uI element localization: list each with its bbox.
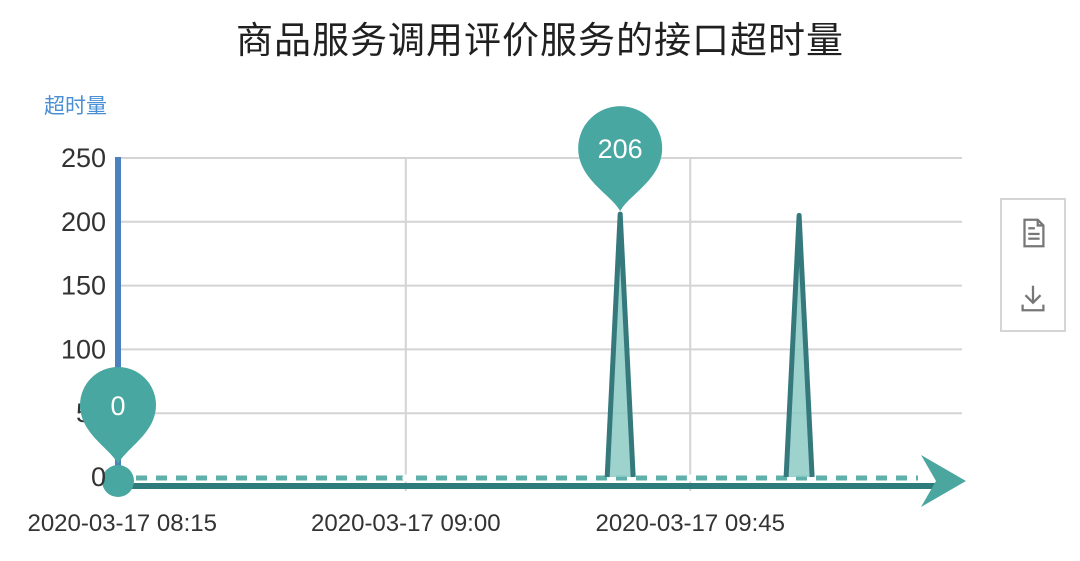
y-axis-tick-labels: 050100150200250 bbox=[61, 143, 106, 492]
mark-pin-label: 0 bbox=[110, 391, 125, 421]
y-tick-label: 0 bbox=[91, 462, 106, 492]
series-spike bbox=[783, 212, 815, 478]
x-axis-arrow-icon bbox=[921, 455, 966, 507]
mark-point-pins: 0 206 bbox=[80, 106, 663, 464]
y-tick-label: 250 bbox=[61, 143, 106, 173]
mark-pin-label: 206 bbox=[598, 134, 643, 164]
save-as-image-button[interactable] bbox=[1013, 278, 1053, 318]
x-tick-label: 2020-03-17 09:45 bbox=[595, 510, 785, 537]
data-point-symbol bbox=[686, 474, 694, 482]
data-view-icon bbox=[1023, 218, 1045, 247]
mark-pin bbox=[80, 367, 156, 464]
series-spike bbox=[604, 211, 636, 478]
series-area bbox=[102, 211, 918, 497]
y-axis-name: 超时量 bbox=[44, 95, 107, 118]
gridlines bbox=[118, 157, 962, 491]
mark-pin bbox=[578, 106, 663, 212]
data-point-dot bbox=[102, 465, 134, 497]
x-tick-label: 2020-03-17 09:00 bbox=[311, 510, 501, 537]
y-tick-label: 100 bbox=[61, 334, 106, 364]
x-tick-label: 2020-03-17 08:15 bbox=[27, 510, 217, 537]
data-point-symbol bbox=[402, 474, 410, 482]
data-view-button[interactable] bbox=[1013, 213, 1053, 253]
y-tick-label: 150 bbox=[61, 271, 106, 301]
toolbox bbox=[1000, 198, 1066, 332]
y-tick-label: 200 bbox=[61, 207, 106, 237]
chart-title: 商品服务调用评价服务的接口超时量 bbox=[236, 20, 844, 61]
save-as-image-icon bbox=[1021, 285, 1045, 311]
x-axis-tick-labels: 2020-03-17 08:15 2020-03-17 09:00 2020-03-… bbox=[27, 510, 785, 537]
